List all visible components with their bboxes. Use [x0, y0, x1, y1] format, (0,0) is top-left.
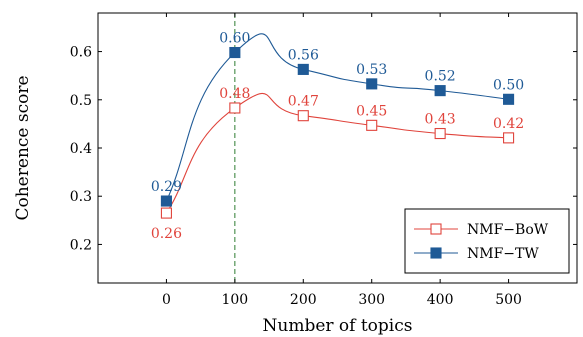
data-point: [229, 46, 241, 59]
data-point: [366, 78, 378, 90]
data-label: 0.47: [288, 94, 319, 110]
y-axis-label: Coherence score: [13, 75, 33, 220]
legend-box: [404, 208, 570, 274]
data-label: 0.48: [219, 86, 250, 102]
legend-item-1: NMF−TW: [414, 246, 539, 262]
data-label: 0.60: [219, 31, 250, 47]
legend-marker: [430, 223, 442, 235]
series-line: [165, 92, 509, 214]
data-point: [503, 93, 515, 105]
legend: NMF−BoW NMF−TW: [404, 208, 570, 274]
data-point: [160, 195, 172, 207]
legend-item-0: NMF−BoW: [414, 222, 549, 238]
data-label: 0.43: [425, 112, 456, 128]
data-point: [366, 119, 378, 131]
tick-layer: 0.20.30.40.50.60 100 200 300 400 500: [70, 13, 577, 308]
x-tick-label: 500: [495, 292, 522, 308]
data-point: [297, 63, 309, 75]
data-label: 0.45: [356, 103, 387, 119]
data-point: [229, 102, 241, 114]
y-tick-label: 0.3: [70, 189, 92, 205]
x-tick-label: 300: [358, 292, 385, 308]
series-0: [160, 92, 515, 219]
legend-marker: [430, 247, 442, 259]
data-label: 0.29: [151, 179, 182, 195]
data-label: 0.56: [288, 47, 319, 63]
x-tick-label: 100: [221, 292, 248, 308]
data-point: [297, 110, 309, 122]
data-point: [434, 85, 446, 97]
y-tick-label: 0.5: [70, 93, 92, 109]
data-point: [434, 127, 446, 140]
data-label: 0.53: [356, 62, 387, 78]
legend-label: NMF−BoW: [467, 222, 549, 238]
x-tick-label: 200: [290, 292, 317, 308]
y-tick-label: 0.2: [70, 237, 92, 253]
y-tick-label: 0.6: [70, 45, 92, 61]
data-point: [503, 132, 515, 144]
series-line: [165, 33, 509, 202]
series-1: [160, 33, 515, 207]
x-axis-label: Number of topics: [263, 316, 413, 336]
data-label: 0.26: [151, 226, 182, 242]
series-layer: [160, 33, 515, 219]
legend-label: NMF−TW: [467, 246, 539, 262]
data-point: [160, 207, 172, 219]
data-label-layer: 0.26 0.48 0.47 0.45 0.43 0.42 0.29 0.60 0.56 0.53…: [151, 31, 524, 243]
y-tick-label: 0.4: [70, 141, 92, 157]
x-tick-label: 400: [427, 292, 454, 308]
data-label: 0.42: [493, 116, 524, 132]
x-tick-label: 0: [162, 292, 171, 308]
data-label: 0.52: [425, 69, 456, 85]
data-label: 0.50: [493, 77, 524, 93]
